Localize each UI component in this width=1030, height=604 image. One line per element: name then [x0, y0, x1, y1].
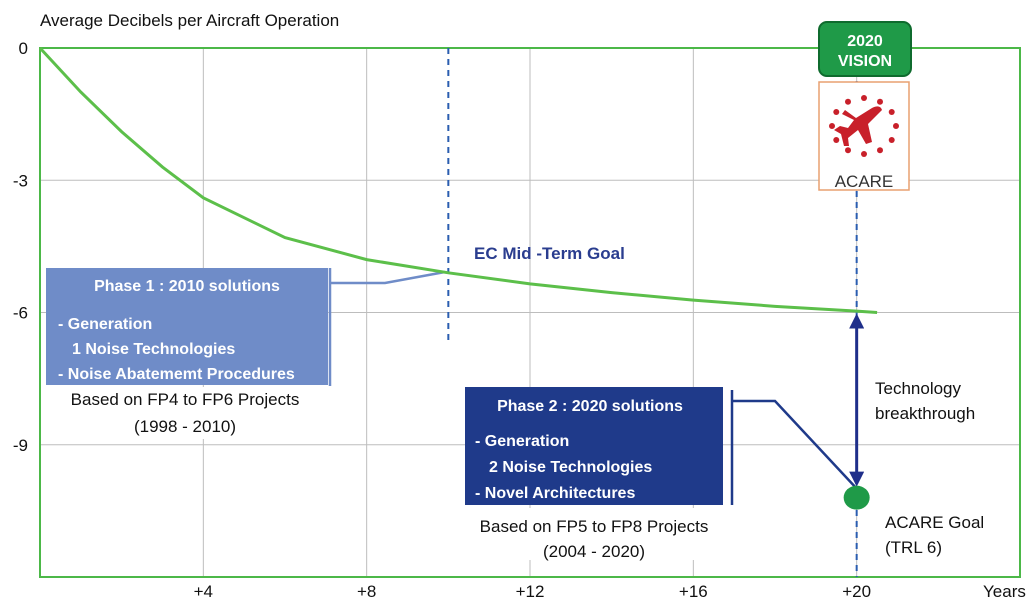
data-line — [38, 46, 878, 314]
acare-logo: 2020 VISION ACARE — [818, 21, 912, 191]
logo-star — [861, 95, 867, 101]
logo-badge: 2020 — [847, 33, 883, 50]
phase2-line: 2 Noise Technologies — [489, 459, 652, 476]
logo-star — [888, 109, 895, 115]
plot-frame — [39, 47, 1021, 578]
breakthrough-label: Technology — [875, 379, 962, 398]
phase2-title: Phase 2 : 2020 solutions — [497, 398, 683, 415]
phase2-connector — [730, 390, 859, 505]
phase1-box — [46, 268, 328, 385]
y-tick-label: 0 — [19, 39, 28, 58]
x-axis-label: Years — [983, 582, 1026, 601]
logo-star — [877, 147, 883, 154]
phase2-note: Based on FP5 to FP8 Projects — [480, 517, 709, 536]
phase2-box — [465, 387, 723, 505]
logo-star — [893, 123, 899, 129]
phase1-connector — [328, 268, 446, 386]
phase2-line: - Novel Architectures — [475, 485, 635, 502]
goal-point — [843, 485, 870, 510]
logo-badge: VISION — [838, 53, 892, 70]
phase1-note: Based on FP4 to FP6 Projects — [71, 390, 300, 409]
logo-star — [877, 98, 883, 105]
phase1-line: 1 Noise Technologies — [72, 341, 235, 358]
y-axis-label: Average Decibels per Aircraft Operation — [40, 11, 339, 30]
phase1-note-bg — [58, 387, 318, 439]
goal-label: ACARE Goal — [885, 513, 984, 532]
y-tick-label: -3 — [13, 171, 28, 190]
x-tick-label: +4 — [194, 582, 213, 601]
phase2-line: - Generation — [475, 433, 569, 450]
phase2-note-bg — [462, 508, 724, 560]
logo-star — [845, 147, 851, 154]
goal-label-bg — [878, 508, 988, 560]
phase2-note: (2004 - 2020) — [543, 542, 645, 561]
breakthrough-label: breakthrough — [875, 404, 975, 423]
logo-star — [833, 137, 840, 143]
x-tick-label: +12 — [516, 582, 545, 601]
y-tick-label: -6 — [13, 304, 28, 323]
phase1-note: (1998 - 2010) — [134, 417, 236, 436]
goal-label: (TRL 6) — [885, 538, 942, 557]
phase1-title: Phase 1 : 2010 solutions — [94, 278, 280, 295]
x-tick-label: +16 — [679, 582, 708, 601]
logo-star — [845, 98, 851, 105]
logo-name: ACARE — [835, 172, 894, 191]
logo-star — [833, 109, 840, 115]
logo-star — [861, 151, 867, 157]
x-tick-label: +20 — [842, 582, 871, 601]
logo-star — [829, 123, 835, 129]
logo-star — [888, 137, 895, 143]
phase1-line: - Noise Abatememt Procedures — [58, 366, 295, 383]
phase1-line: - Generation — [58, 316, 152, 333]
mid-term-label: EC Mid -Term Goal — [474, 244, 625, 263]
x-tick-label: +8 — [357, 582, 376, 601]
y-tick-label: -9 — [13, 436, 28, 455]
